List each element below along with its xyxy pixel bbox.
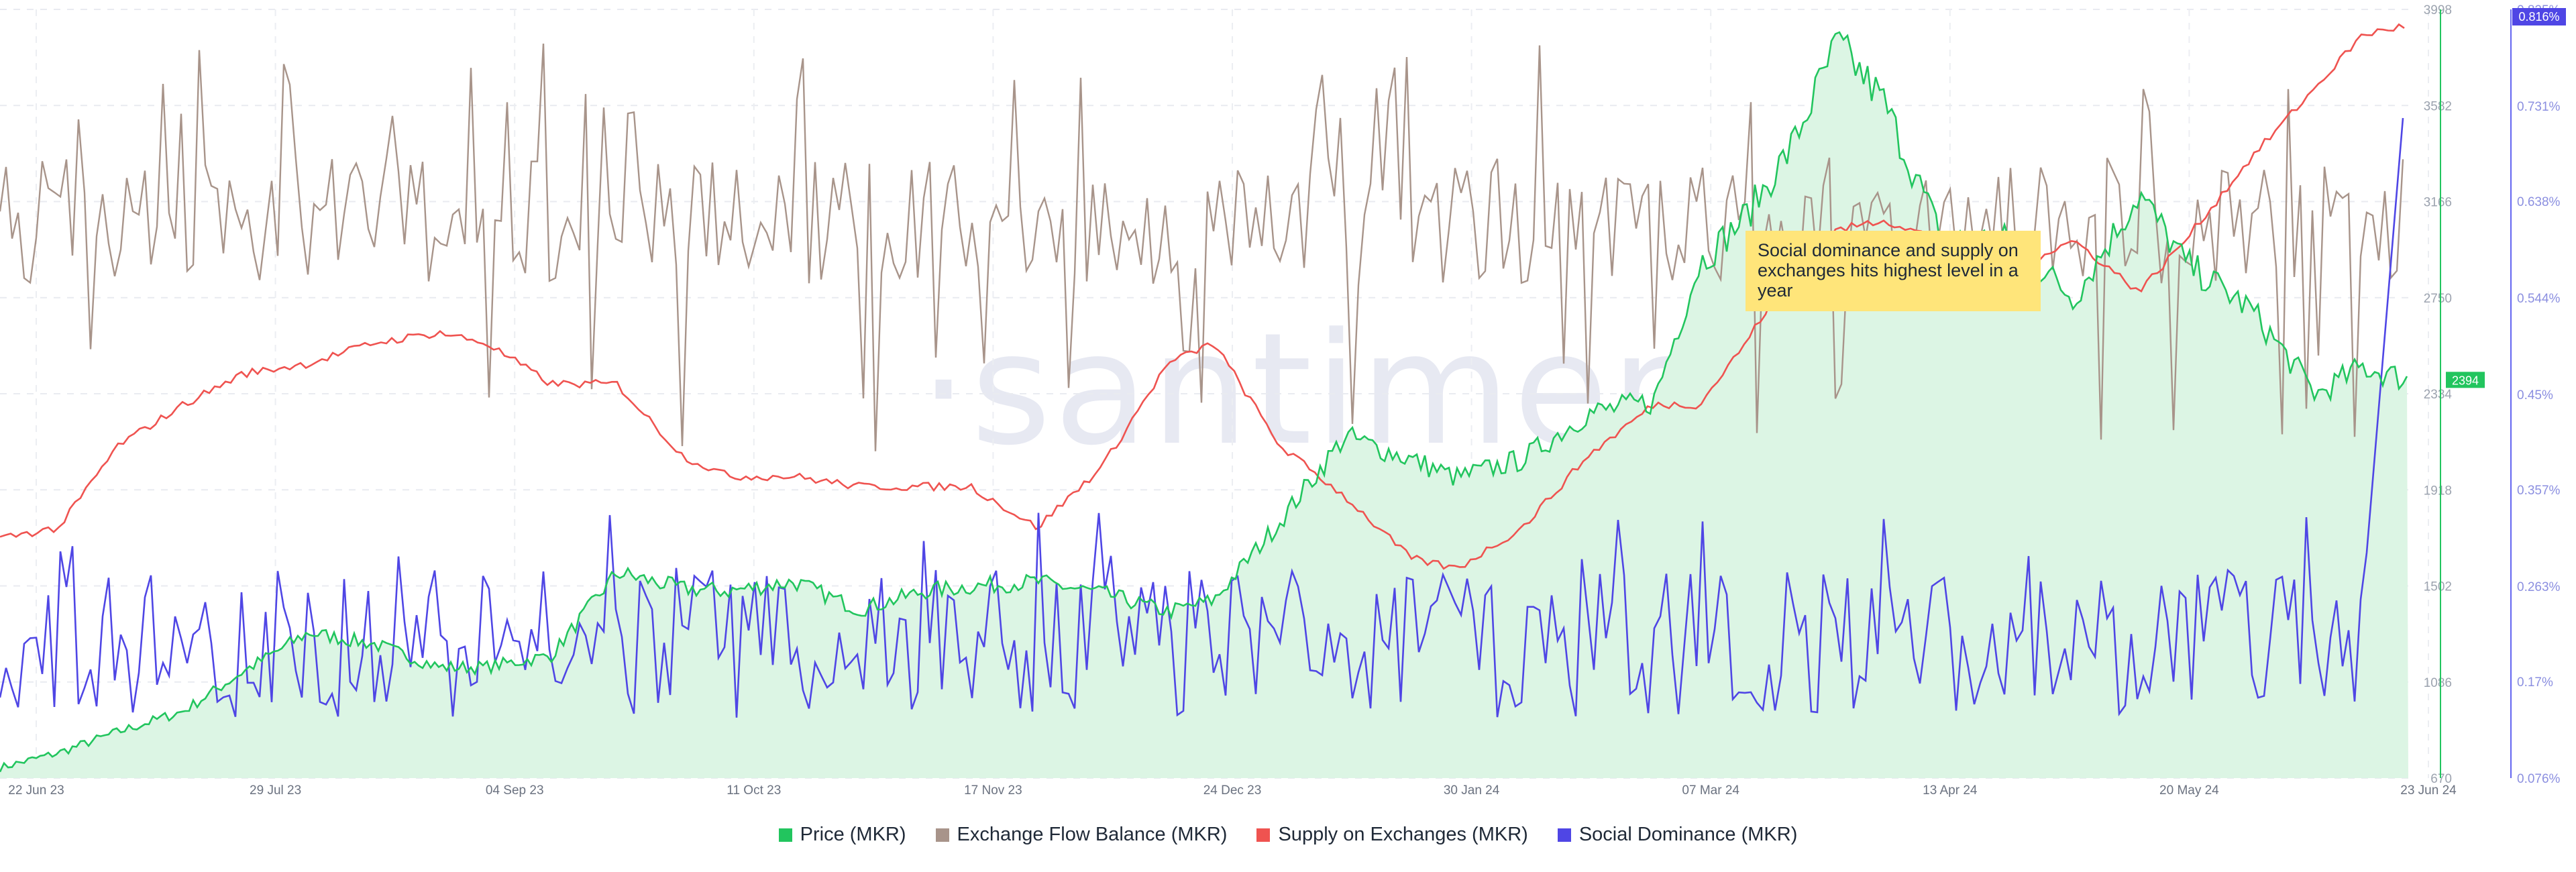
legend-item-price[interactable]: Price (MKR) [778, 824, 906, 846]
legend-swatch-exchange-flow-balance [935, 828, 949, 842]
x-axis-tick-8: 13 Apr 24 [1923, 783, 1978, 798]
x-axis-tick-2: 04 Sep 23 [486, 783, 544, 798]
x-axis-tick-0: 22 Jun 23 [8, 783, 64, 798]
legend-item-exchange-flow-balance[interactable]: Exchange Flow Balance (MKR) [935, 824, 1228, 846]
legend-swatch-supply-on-exchanges [1256, 828, 1271, 842]
x-axis-tick-7: 07 Mar 24 [1682, 783, 1739, 798]
x-axis-tick-5: 24 Dec 23 [1203, 783, 1262, 798]
price-current-badge [2446, 372, 2485, 388]
price-axis-tick-6: 3166 [2424, 196, 2452, 210]
legend-label-social-dominance: Social Dominance (MKR) [1578, 824, 1798, 845]
legend-swatch-social-dominance [1557, 828, 1571, 842]
x-axis-tick-1: 29 Jul 23 [250, 783, 301, 798]
x-axis-tick-9: 20 May 24 [2159, 783, 2219, 798]
price-axis-tick-4: 2334 [2424, 388, 2453, 402]
social-dominance-current-value: 0.816% [2518, 10, 2559, 23]
price-axis-tick-0: 670 [2430, 772, 2452, 786]
price-axis-tick-8: 3998 [2424, 3, 2452, 17]
price-current-value: 2394 [2452, 374, 2479, 387]
legend: Price (MKR) Exchange Flow Balance (MKR) … [0, 824, 2576, 846]
social-dominance-axis-tick-7: 0.731% [2517, 100, 2561, 114]
price-area [0, 32, 2408, 779]
price-axis-tick-2: 1502 [2424, 580, 2452, 594]
x-axis-tick-3: 11 Oct 23 [727, 783, 781, 798]
x-axis-tick-10: 23 Jun 24 [2400, 783, 2457, 798]
legend-item-social-dominance[interactable]: Social Dominance (MKR) [1557, 824, 1798, 846]
social-dominance-line [0, 117, 2404, 718]
price-line [0, 31, 2408, 773]
price-series-line [0, 31, 2408, 773]
price-axis-tick-7: 3582 [2424, 99, 2452, 113]
price-area-fill [0, 32, 2408, 779]
annotation-box: Social dominance and supply on exchanges… [1746, 231, 2041, 311]
price-axis-tick-5: 2750 [2424, 292, 2452, 306]
social-dominance-axis-tick-6: 0.638% [2517, 195, 2561, 209]
legend-label-supply-on-exchanges: Supply on Exchanges (MKR) [1278, 824, 1528, 845]
x-axis-tick-6: 30 Jan 24 [1444, 783, 1500, 798]
social-dominance-axis-tick-3: 0.357% [2517, 484, 2561, 498]
social-dominance-axis-tick-5: 0.544% [2517, 292, 2561, 306]
social-dominance-series-line [0, 117, 2404, 718]
legend-label-exchange-flow-balance: Exchange Flow Balance (MKR) [957, 824, 1228, 845]
legend-item-supply-on-exchanges[interactable]: Supply on Exchanges (MKR) [1256, 824, 1528, 846]
legend-swatch-price [778, 828, 792, 842]
price-axis-tick-1: 1086 [2424, 676, 2452, 690]
social-dominance-axis-tick-4: 0.45% [2517, 388, 2553, 402]
axes: 670 1086 1502 1918 2334 2750 3166 3582 3998 22 Ju… [8, 3, 2566, 798]
legend-label-price: Price (MKR) [800, 824, 906, 845]
x-axis-tick-4: 17 Nov 23 [964, 783, 1022, 798]
social-dominance-current-badge [2512, 8, 2566, 25]
social-dominance-axis-tick-2: 0.263% [2517, 580, 2561, 594]
price-axis-tick-3: 1918 [2424, 484, 2452, 498]
social-dominance-axis-tick-1: 0.17% [2517, 675, 2553, 690]
social-dominance-axis-tick-0: 0.076% [2517, 772, 2561, 786]
